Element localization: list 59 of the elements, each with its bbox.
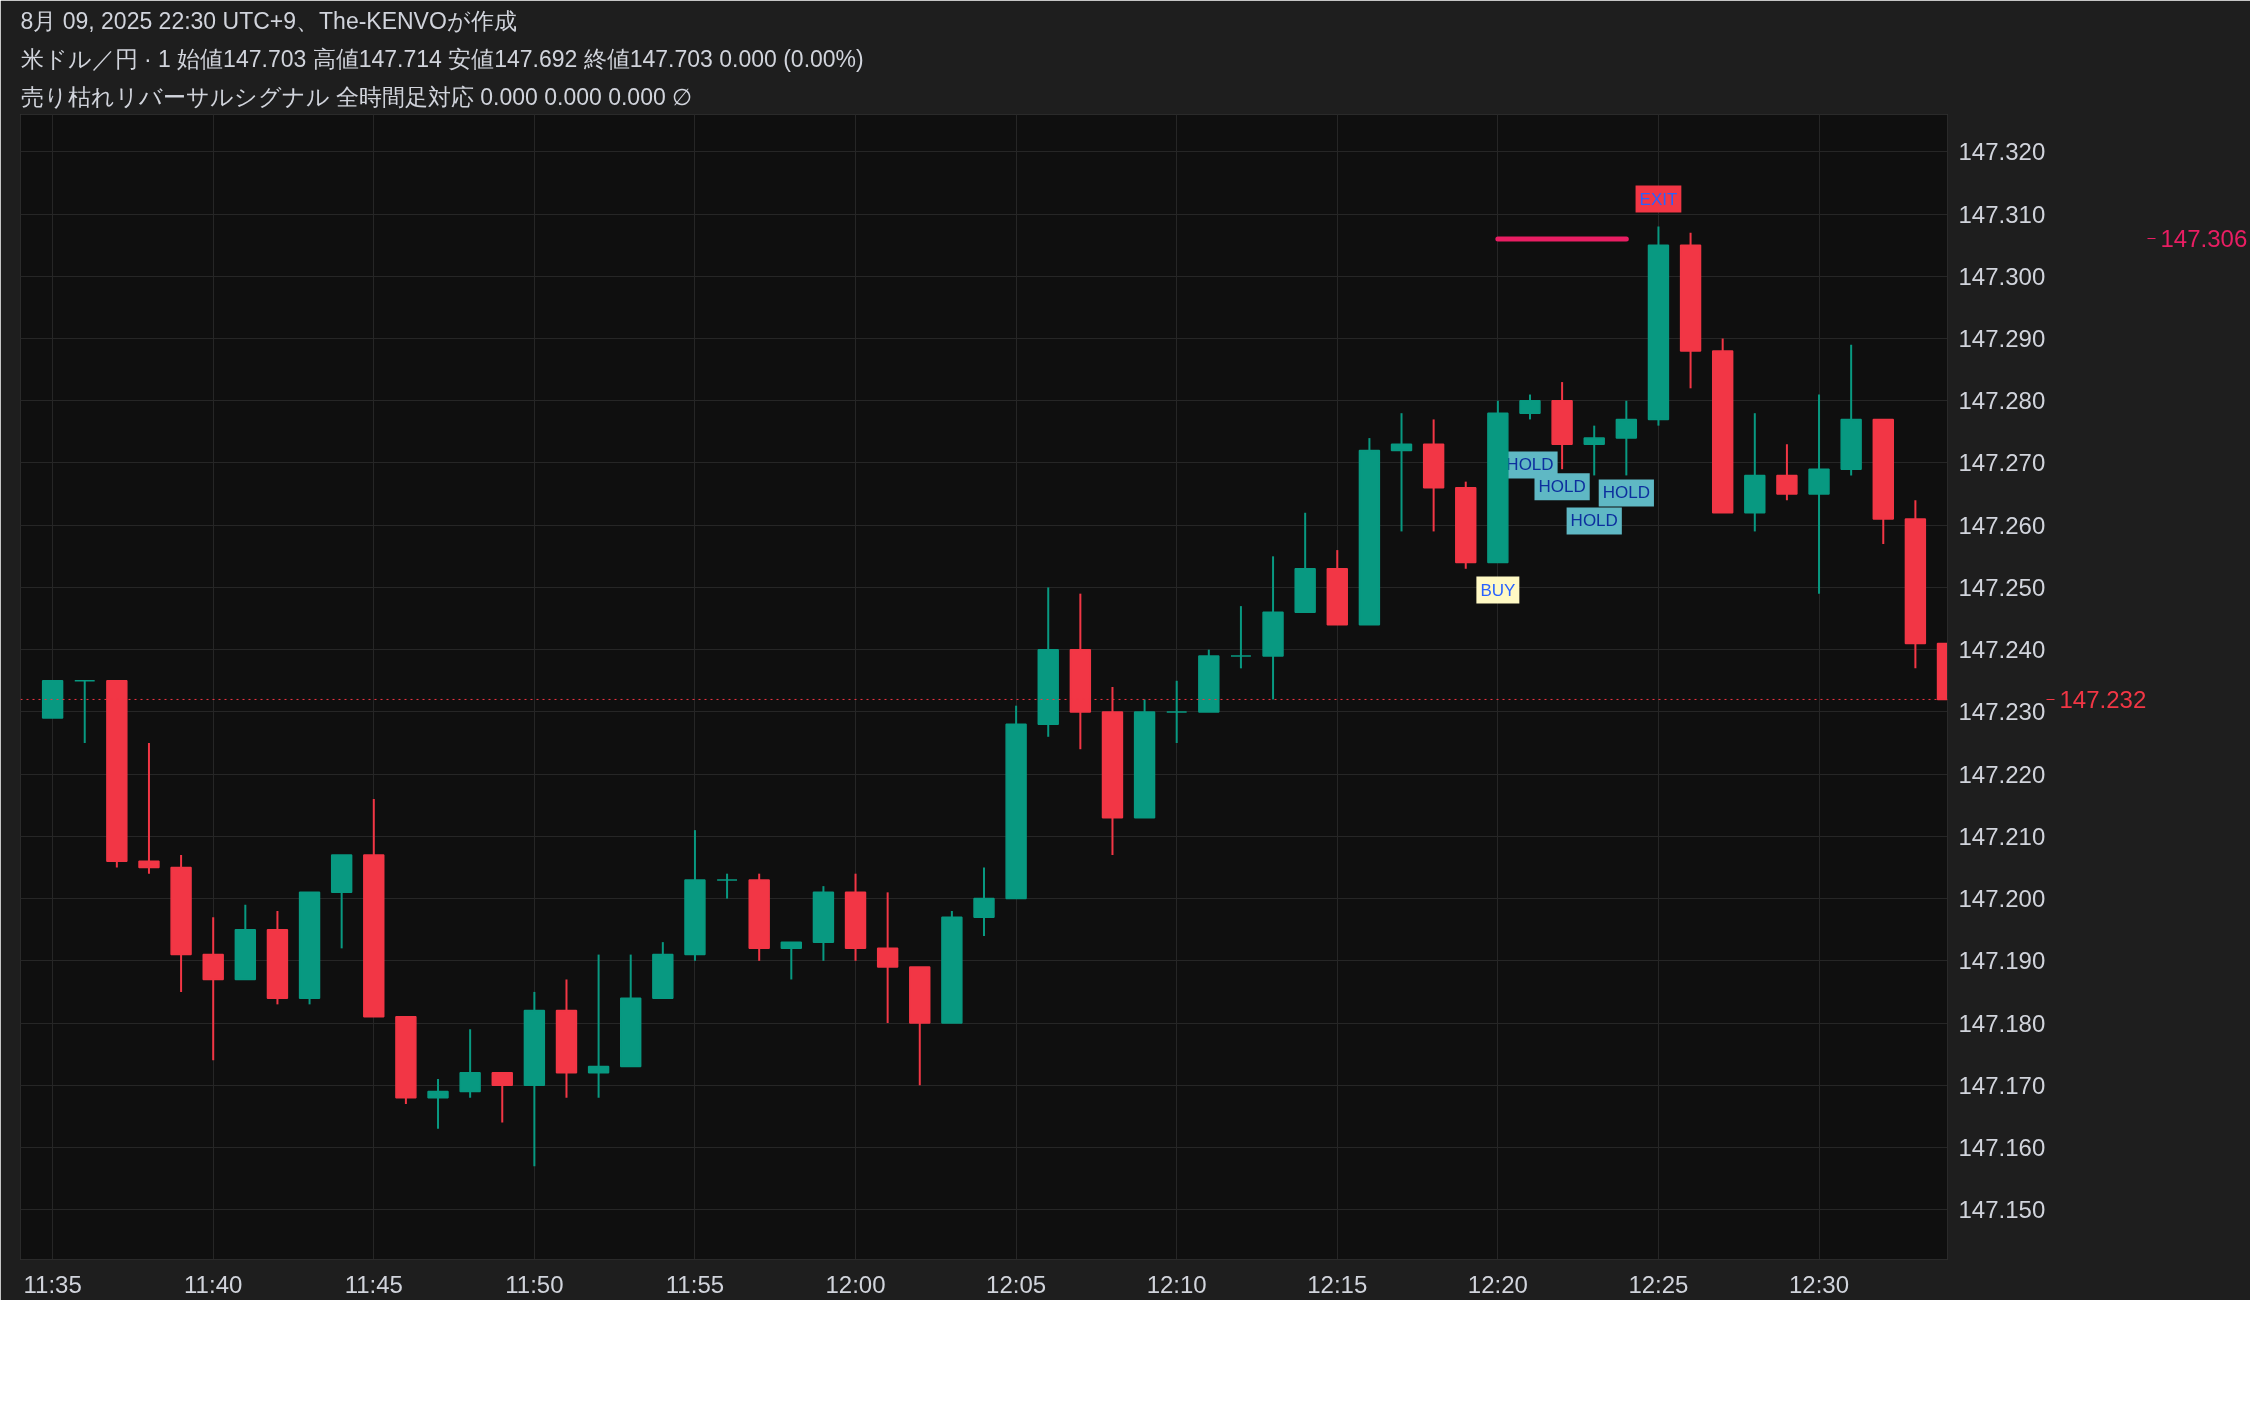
x-tick-label: 12:30 [1789, 1270, 1850, 1298]
candlestick [138, 742, 160, 875]
candlestick [876, 891, 899, 1025]
x-tick-label: 12:20 [1467, 1270, 1528, 1298]
y-tick-label: 147.190 [1958, 947, 2046, 975]
candlestick [459, 1028, 481, 1099]
chart-subtitle: 米ドル／円 · 1 始値147.703 高値147.714 安値147.692 終値147.703 0.000 (0.00%) [20, 45, 864, 72]
x-tick-label: 11:40 [184, 1270, 243, 1298]
x-tick-label: 11:50 [505, 1270, 564, 1298]
annotation: HOLD [1570, 511, 1618, 531]
y-tick-label: 147.230 [1958, 698, 2046, 726]
y-tick-label: 147.260 [1958, 511, 2046, 539]
annotation: HOLD [1602, 483, 1650, 503]
candlestick [1808, 393, 1830, 595]
candlestick [427, 1078, 449, 1130]
candlestick [1390, 412, 1413, 533]
text: 売り枯れリバーサルシグナル 全時間足対応 0.000 0.000 0.000 ∅ [20, 83, 693, 110]
candlestick [716, 872, 738, 900]
candlestick [74, 679, 96, 745]
annotation: HOLD [1538, 477, 1586, 497]
annotation: HOLD [1506, 455, 1554, 475]
candlestick [1165, 679, 1188, 745]
candlestick [1615, 399, 1638, 477]
y-tick-label: 147.210 [1958, 822, 2046, 850]
x-tick-label: 11:45 [344, 1270, 403, 1298]
candlestick [1583, 424, 1605, 477]
candlestick [780, 941, 803, 981]
x-tick-label: 12:15 [1307, 1270, 1368, 1298]
chart-title: 8月 09, 2025 22:30 UTC+9、The-KENVOが作成 [20, 7, 517, 34]
y-tick-label: 147.160 [1958, 1133, 2046, 1161]
y-tick-label: 147.200 [1958, 885, 2046, 913]
x-tick-label: 12:05 [986, 1270, 1047, 1298]
x-tick-label: 12:10 [1146, 1270, 1207, 1298]
candlestick [1776, 443, 1798, 502]
y-tick-label: 147.280 [1958, 387, 2046, 415]
y-tick-label: 147.150 [1958, 1196, 2046, 1224]
candlestick [1519, 393, 1541, 421]
annotation: BUY [1480, 580, 1516, 600]
annotation: EXIT [1639, 189, 1678, 209]
y-tick-label: 147.240 [1958, 636, 2046, 664]
ref-line-label: 147.232 [2059, 685, 2147, 713]
candlestick [491, 1071, 513, 1124]
candlestick [587, 953, 610, 1099]
y-tick-label: 147.310 [1958, 200, 2046, 228]
y-tick-label: 147.320 [1958, 138, 2046, 166]
y-tick-label: 147.290 [1958, 325, 2046, 353]
x-tick-label: 12:25 [1628, 1270, 1689, 1298]
x-tick-label: 11:55 [665, 1270, 725, 1298]
x-tick-label: 11:35 [23, 1270, 82, 1298]
y-tick-label: 147.170 [1958, 1071, 2046, 1099]
y-tick-label: 147.220 [1958, 760, 2046, 788]
y-tick-label: 147.300 [1958, 262, 2046, 290]
y-tick-label: 147.250 [1958, 573, 2046, 601]
candlestick [973, 866, 995, 937]
candlestick [1230, 605, 1252, 670]
y-tick-label: 147.180 [1958, 1009, 2046, 1037]
y-tick-label: 147.270 [1958, 449, 2046, 477]
legend-label: 147.306 [2160, 225, 2248, 253]
x-tick-label: 12:00 [825, 1270, 886, 1298]
